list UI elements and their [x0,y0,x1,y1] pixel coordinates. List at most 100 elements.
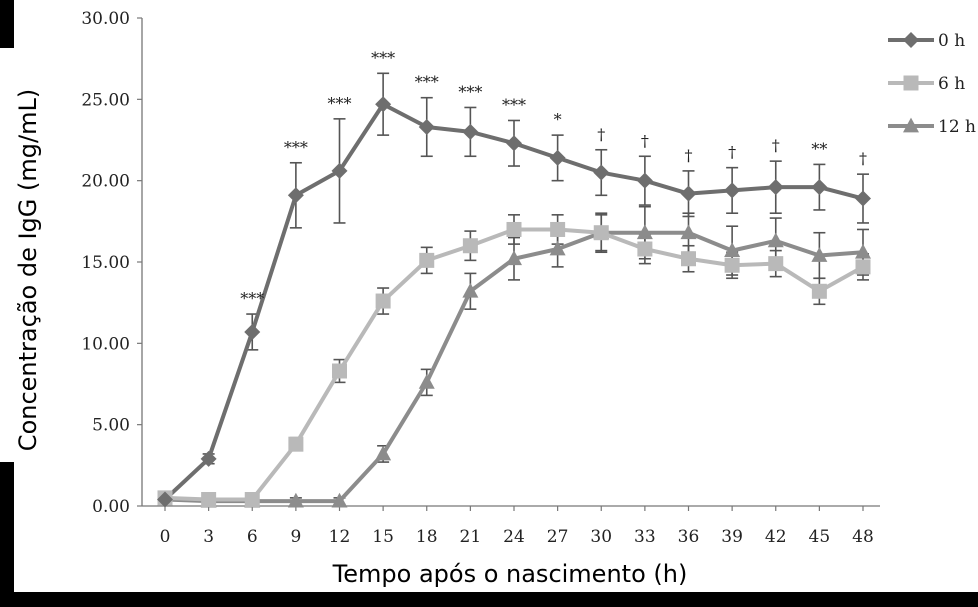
data-point-0h [331,162,348,179]
data-point-0h [157,491,173,508]
x-tick-label: 27 [547,527,569,547]
data-point-12h [549,240,566,256]
y-tick-label: 30.00 [81,9,130,29]
x-tick-label: 39 [721,527,743,547]
data-point-12h [287,492,304,508]
data-point-0h [549,149,566,166]
data-point-12h [418,373,435,389]
legend-label-0h: 0 h [938,31,965,51]
significance-label: † [859,149,867,168]
data-point-6h [855,259,871,275]
x-tick-label: 33 [634,527,656,547]
data-point-6h [681,251,696,267]
x-tick-label: 12 [329,527,351,547]
y-tick-label: 5.00 [92,416,130,436]
x-tick-label: 45 [809,527,831,547]
data-point-0h [506,135,522,152]
y-tick-label: 0.00 [92,497,130,517]
data-point-12h [636,224,653,240]
bottom-edge-bar [0,592,978,607]
significance-label: *** [240,289,264,308]
data-point-0h [680,185,697,202]
data-point-6h [332,363,347,379]
data-point-0h [636,172,653,189]
x-tick-label: 21 [460,527,482,547]
data-point-12h [506,250,522,266]
x-tick-label: 48 [852,527,874,547]
x-tick-label: 42 [765,527,787,547]
legend: 0 h 6 h 12 h [888,31,976,137]
significance-label: *** [502,95,526,114]
y-tick-label: 25.00 [81,90,130,110]
x-tick-label: 36 [678,527,700,547]
legend-marker-6h [903,75,919,91]
y-tick-label: 15.00 [81,253,130,273]
significance-label: *** [415,73,439,92]
data-point-6h [506,221,522,237]
data-point-0h [593,164,610,181]
data-point-6h [811,283,827,299]
x-tick-label: 6 [247,527,258,547]
data-point-6h [768,256,784,272]
data-point-6h [637,241,653,257]
data-point-0h [811,179,828,196]
legend-label-12h: 12 h [938,117,976,137]
data-point-6h [462,238,478,254]
x-tick-label: 30 [590,527,612,547]
x-tick-label: 18 [416,527,438,547]
significance-label: † [685,146,693,165]
x-tick-label: 9 [290,527,301,547]
x-tick-label: 15 [372,527,394,547]
significance-label: † [772,136,780,155]
data-point-12h [331,492,348,508]
significance-labels: **********************† †† † † **† [240,48,867,308]
data-point-12h [855,243,871,259]
data-point-0h [724,182,741,199]
legend-label-6h: 6 h [938,74,965,94]
significance-label: ** [811,139,827,158]
significance-label: *** [328,94,352,113]
series-markers [157,96,871,508]
data-point-6h [593,225,609,241]
data-point-12h [375,445,392,461]
x-tick-label: 3 [203,527,214,547]
y-axis-title: Concentração de IgG (mg/mL) [14,89,42,451]
data-point-6h [724,257,740,273]
data-point-6h [244,491,260,507]
significance-label: † [597,125,605,144]
significance-label: † [728,143,736,162]
data-point-6h [201,491,217,507]
y-tick-label: 10.00 [81,334,130,354]
data-point-0h [462,123,479,140]
left-edge-bar-bottom [0,462,14,607]
data-point-0h [287,187,304,204]
x-axis-title: Tempo após o nascimento (h) [332,560,688,588]
data-point-12h [811,247,828,262]
legend-marker-12h [903,117,919,133]
left-edge-bar-top [0,0,14,48]
significance-label: *** [284,138,308,157]
significance-label: *** [371,48,395,67]
x-tick-label: 24 [503,527,525,547]
significance-label: * [554,110,562,129]
data-point-0h [200,450,217,467]
data-point-6h [419,252,435,268]
data-point-0h [855,190,871,207]
data-point-0h [418,118,435,135]
data-point-12h [462,282,479,298]
data-point-6h [375,293,391,309]
data-point-0h [767,179,784,196]
data-point-12h [680,224,697,240]
data-point-12h [724,242,741,258]
significance-label: † [641,131,649,150]
y-tick-label: 20.00 [81,172,130,192]
x-tick-label: 0 [160,527,171,547]
data-point-6h [550,221,566,237]
legend-marker-0h [903,32,919,48]
data-point-0h [375,96,392,113]
data-point-0h [244,323,261,340]
data-point-6h [288,436,304,452]
